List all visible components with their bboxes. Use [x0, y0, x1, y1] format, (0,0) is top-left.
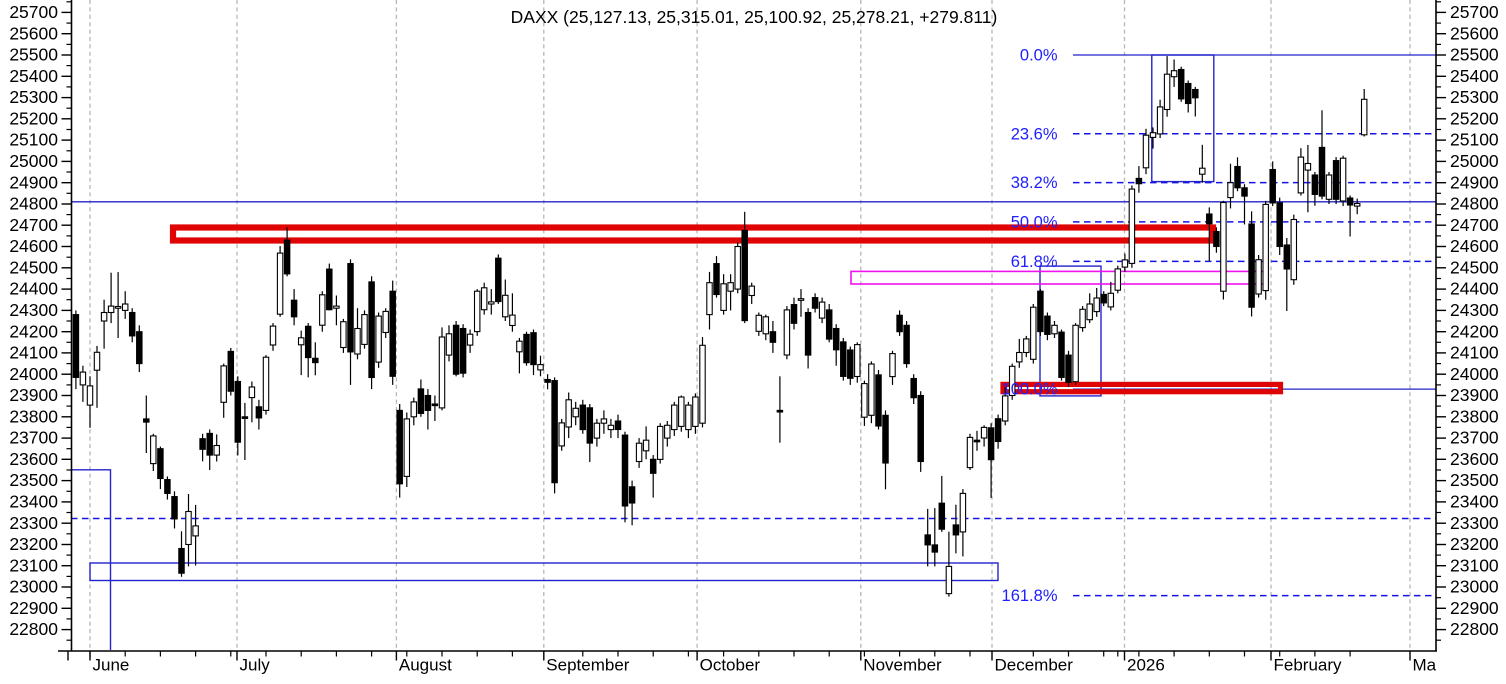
svg-text:June: June	[93, 656, 130, 675]
svg-text:23300: 23300	[1450, 513, 1499, 533]
svg-text:23000: 23000	[9, 577, 58, 597]
svg-text:22900: 22900	[9, 598, 58, 618]
svg-text:23300: 23300	[9, 513, 58, 533]
svg-text:25200: 25200	[1450, 108, 1499, 128]
svg-text:22800: 22800	[9, 619, 58, 639]
svg-text:25700: 25700	[9, 2, 58, 22]
svg-text:August: August	[399, 656, 452, 675]
svg-text:23600: 23600	[1450, 449, 1499, 469]
svg-text:24300: 24300	[9, 300, 58, 320]
svg-text:23.6%: 23.6%	[1011, 125, 1058, 143]
svg-text:February: February	[1274, 656, 1343, 675]
svg-text:September: September	[546, 656, 629, 675]
svg-text:24100: 24100	[9, 343, 58, 363]
svg-text:24100: 24100	[1450, 343, 1499, 363]
svg-text:25100: 25100	[9, 130, 58, 150]
svg-text:24700: 24700	[9, 215, 58, 235]
svg-text:23100: 23100	[9, 555, 58, 575]
svg-text:24300: 24300	[1450, 300, 1499, 320]
svg-text:25200: 25200	[9, 108, 58, 128]
svg-text:25100: 25100	[1450, 130, 1499, 150]
svg-text:24400: 24400	[1450, 279, 1499, 299]
svg-text:61.8%: 61.8%	[1011, 253, 1058, 271]
svg-text:23600: 23600	[9, 449, 58, 469]
svg-text:23700: 23700	[1450, 428, 1499, 448]
svg-text:23900: 23900	[9, 385, 58, 405]
svg-text:23400: 23400	[9, 492, 58, 512]
svg-text:23000: 23000	[1450, 577, 1499, 597]
svg-text:24200: 24200	[1450, 321, 1499, 341]
svg-text:23200: 23200	[1450, 534, 1499, 554]
svg-text:24900: 24900	[1450, 172, 1499, 192]
svg-text:23800: 23800	[9, 406, 58, 426]
svg-text:24500: 24500	[1450, 257, 1499, 277]
svg-text:23500: 23500	[1450, 470, 1499, 490]
svg-text:October: October	[700, 656, 761, 675]
svg-text:23500: 23500	[9, 470, 58, 490]
svg-text:23900: 23900	[1450, 385, 1499, 405]
svg-text:25400: 25400	[1450, 66, 1499, 86]
svg-text:23400: 23400	[1450, 492, 1499, 512]
svg-text:25500: 25500	[1450, 45, 1499, 65]
svg-text:50.0%: 50.0%	[1011, 214, 1058, 232]
svg-text:23100: 23100	[1450, 555, 1499, 575]
svg-text:22900: 22900	[1450, 598, 1499, 618]
svg-text:24900: 24900	[9, 172, 58, 192]
svg-text:2026: 2026	[1127, 656, 1165, 675]
svg-text:Ma: Ma	[1413, 656, 1437, 675]
svg-text:25600: 25600	[1450, 23, 1499, 43]
svg-text:November: November	[863, 656, 942, 675]
svg-text:23700: 23700	[9, 428, 58, 448]
svg-text:24600: 24600	[9, 236, 58, 256]
svg-text:25000: 25000	[9, 151, 58, 171]
svg-text:25600: 25600	[9, 23, 58, 43]
svg-text:100.0%: 100.0%	[1002, 381, 1058, 399]
svg-text:24000: 24000	[1450, 364, 1499, 384]
svg-text:July: July	[240, 656, 271, 675]
svg-text:24000: 24000	[9, 364, 58, 384]
svg-text:24800: 24800	[9, 194, 58, 214]
svg-text:24600: 24600	[1450, 236, 1499, 256]
svg-text:DAXX (25,127.13, 25,315.01, 25: DAXX (25,127.13, 25,315.01, 25,100.92, 2…	[511, 7, 998, 27]
svg-text:25000: 25000	[1450, 151, 1499, 171]
svg-text:24700: 24700	[1450, 215, 1499, 235]
svg-text:25300: 25300	[9, 87, 58, 107]
svg-text:23800: 23800	[1450, 406, 1499, 426]
svg-text:24500: 24500	[9, 257, 58, 277]
svg-text:24800: 24800	[1450, 194, 1499, 214]
svg-text:0.0%: 0.0%	[1020, 47, 1058, 65]
svg-text:25400: 25400	[9, 66, 58, 86]
svg-text:38.2%: 38.2%	[1011, 174, 1058, 192]
svg-text:25700: 25700	[1450, 2, 1499, 22]
svg-text:December: December	[995, 656, 1074, 675]
svg-text:24200: 24200	[9, 321, 58, 341]
svg-text:22800: 22800	[1450, 619, 1499, 639]
svg-text:161.8%: 161.8%	[1002, 587, 1058, 605]
svg-text:23200: 23200	[9, 534, 58, 554]
svg-text:24400: 24400	[9, 279, 58, 299]
svg-text:25300: 25300	[1450, 87, 1499, 107]
svg-text:25500: 25500	[9, 45, 58, 65]
